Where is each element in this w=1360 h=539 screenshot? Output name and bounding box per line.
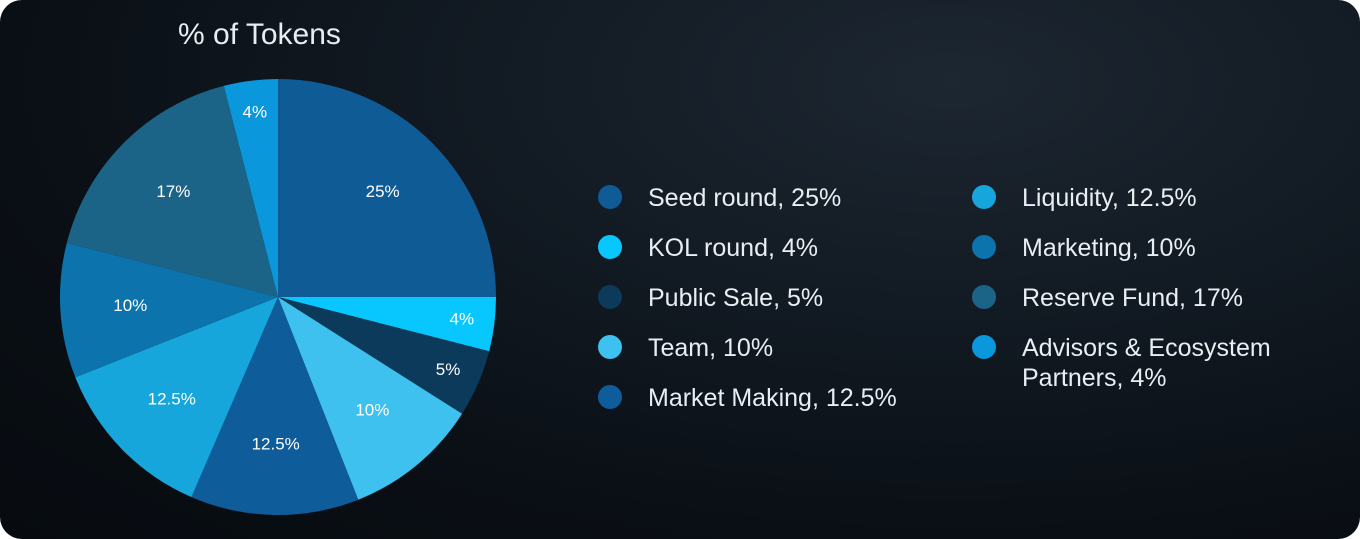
legend-item: Advisors & Ecosystem Partners, 4% [972, 333, 1312, 393]
pie-slice [60, 242, 279, 378]
legend-label: Marketing, 10% [1022, 234, 1196, 262]
legend-label: Liquidity, 12.5% [1022, 184, 1197, 212]
pie-slice [278, 297, 496, 352]
slice-data-label: 5% [436, 360, 461, 379]
slice-data-label: 12.5% [252, 434, 300, 453]
legend-item: Market Making, 12.5% [598, 383, 897, 413]
slice-data-label: 17% [156, 182, 190, 201]
legend-swatch [598, 285, 622, 309]
slice-data-label: 4% [242, 103, 267, 122]
pie-slice [75, 297, 279, 498]
legend-swatch [598, 335, 622, 359]
legend-label: Advisors & Ecosystem Partners, 4% [1022, 334, 1271, 392]
legend-item: Reserve Fund, 17% [972, 283, 1312, 313]
legend-swatch [598, 185, 622, 209]
slice-data-label: 10% [113, 296, 147, 315]
pie-slice [278, 297, 490, 414]
chart-title: % of Tokens [178, 18, 341, 51]
pie-slice [66, 85, 278, 297]
legend-swatch [972, 335, 996, 359]
legend-item: Team, 10% [598, 333, 773, 363]
pie-slice [278, 79, 496, 297]
slice-data-label: 12.5% [148, 389, 196, 408]
legend-label: Public Sale, 5% [648, 284, 824, 312]
legend-swatch [972, 185, 996, 209]
legend-label: Team, 10% [648, 334, 774, 362]
legend-swatch [598, 385, 622, 409]
legend-item: Seed round, 25% [598, 183, 841, 213]
legend-swatch [972, 235, 996, 259]
legend-swatch [972, 285, 996, 309]
legend-item: Liquidity, 12.5% [972, 183, 1312, 213]
slice-data-label: 10% [355, 401, 389, 420]
legend-label: Market Making, 12.5% [648, 384, 897, 412]
legend-swatch [598, 235, 622, 259]
legend-label: Seed round, 25% [648, 184, 842, 212]
legend-item: Public Sale, 5% [598, 283, 823, 313]
legend-label: KOL round, 4% [648, 234, 819, 262]
slice-data-label: 4% [450, 310, 475, 329]
slice-data-label: 25% [366, 182, 400, 201]
pie-slice [278, 297, 463, 500]
legend-item: Marketing, 10% [972, 233, 1312, 263]
pie-slice [223, 79, 278, 297]
legend-label: Reserve Fund, 17% [1022, 284, 1243, 312]
pie-slice [191, 297, 359, 515]
legend-item: KOL round, 4% [598, 233, 818, 263]
